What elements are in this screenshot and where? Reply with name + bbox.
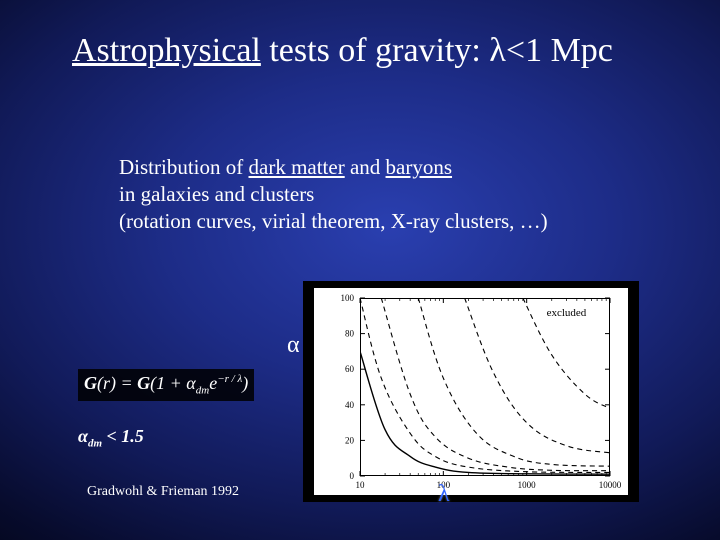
fg-sub: dm (196, 385, 209, 397)
fg-alpha: α (186, 373, 195, 393)
svg-text:20: 20 (345, 435, 355, 445)
reference-text: Gradwohl & Frieman 1992 (87, 484, 239, 500)
chart-inner: excluded 02040608010010100100010000 (314, 288, 628, 495)
svg-text:60: 60 (345, 364, 355, 374)
fg-open: (1 + (150, 373, 186, 393)
lambda-axis-label: λ (438, 481, 450, 508)
title-word-underlined: Astrophysical (72, 32, 261, 69)
fa-rest: < 1.5 (102, 426, 144, 446)
svg-text:1000: 1000 (518, 480, 537, 490)
fg-exp: −r / λ (217, 373, 242, 385)
fg-e: e (209, 373, 217, 393)
svg-text:40: 40 (345, 400, 355, 410)
svg-text:10: 10 (356, 480, 366, 490)
svg-text:10000: 10000 (599, 480, 622, 490)
svg-text:100: 100 (341, 293, 355, 303)
slide-title: Astrophysical tests of gravity: λ<1 Mpc (72, 32, 613, 70)
fa-sub: dm (88, 438, 102, 450)
chart-container: excluded 02040608010010100100010000 (303, 281, 639, 502)
title-text: tests of gravity: (261, 32, 490, 69)
fg-r: (r) (97, 373, 116, 393)
body-line-1: Distribution of dark matter and baryons (119, 154, 548, 181)
alpha-axis-label: α (287, 332, 300, 359)
svg-text:80: 80 (345, 329, 355, 339)
body-text: Distribution of dark matter and baryons … (119, 154, 548, 235)
fa-alpha: α (78, 426, 88, 446)
body-l1d: baryons (386, 155, 453, 179)
body-l1a: Distribution of (119, 155, 249, 179)
chart-axes-svg: 02040608010010100100010000 (314, 288, 628, 495)
body-line-3: (rotation curves, virial theorem, X-ray … (119, 208, 548, 235)
svg-text:0: 0 (350, 471, 355, 481)
formula-alpha: αdm < 1.5 (78, 426, 144, 450)
fg-G2: G (137, 373, 150, 393)
formula-g: G(r) = G(1 + αdme−r / λ) (78, 369, 254, 401)
body-l1c: and (345, 155, 386, 179)
slide: Astrophysical tests of gravity: λ<1 Mpc … (0, 0, 720, 540)
fg-G1: G (84, 373, 97, 393)
title-lambda: λ (489, 32, 506, 69)
body-l1b: dark matter (249, 155, 345, 179)
fg-eq: = (116, 373, 137, 393)
title-rest: <1 Mpc (506, 32, 613, 69)
body-line-2: in galaxies and clusters (119, 181, 548, 208)
fg-close: ) (242, 373, 248, 393)
